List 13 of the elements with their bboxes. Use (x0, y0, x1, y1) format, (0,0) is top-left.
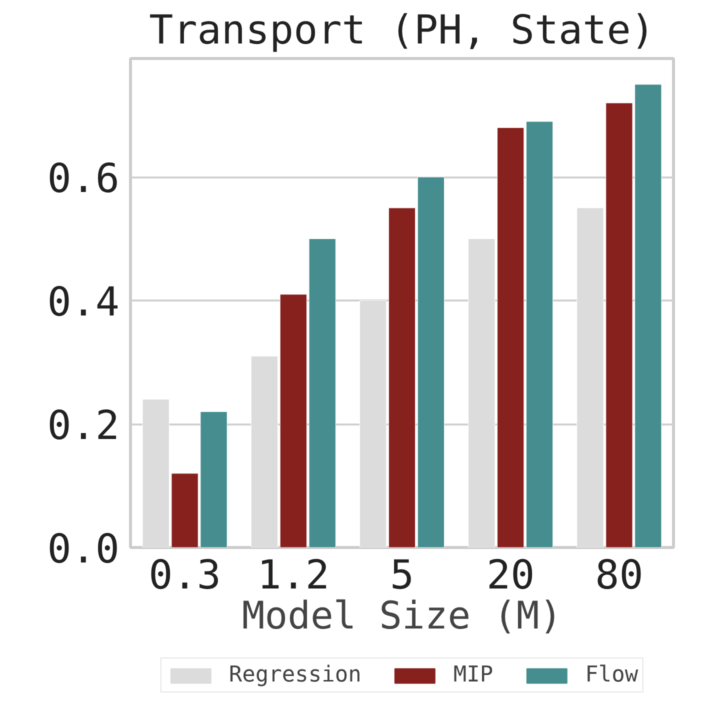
x-tick-label: 80 (595, 552, 644, 598)
y-tick-label: 0.2 (47, 403, 120, 450)
chart-title: Transport (PH, State) (149, 8, 655, 54)
bar (526, 121, 554, 548)
legend-label: MIP (453, 662, 494, 688)
y-tick-label: 0.4 (47, 280, 120, 326)
bar (388, 208, 416, 548)
bar (417, 176, 445, 548)
legend-label: Flow (585, 662, 638, 688)
legend-label: Regression (228, 662, 362, 688)
y-tick-label: 0.0 (47, 526, 120, 572)
x-tick-label: 0.3 (148, 552, 221, 598)
y-tick-label: 0.6 (47, 156, 120, 202)
